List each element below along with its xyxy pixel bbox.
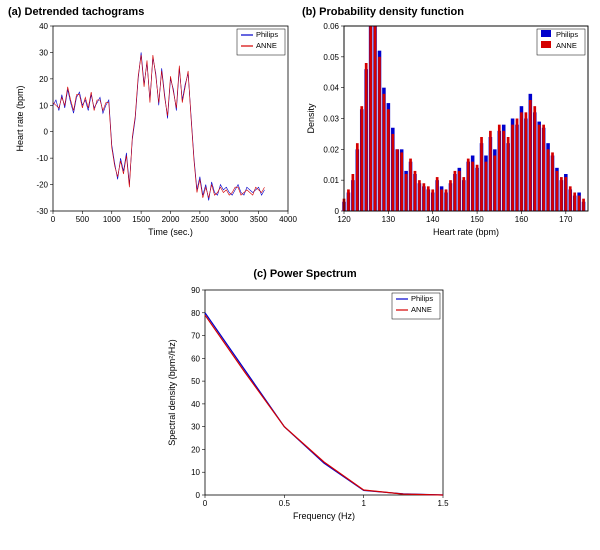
chart-c: 0 0.5 1 1.5 0 10 20 30 40 50 60 70 80 90 Frequency (Hz… (155, 280, 455, 530)
svg-text:3000: 3000 (220, 215, 238, 224)
svg-text:4000: 4000 (279, 215, 297, 224)
svg-text:140: 140 (426, 215, 440, 224)
svg-text:ANNE: ANNE (411, 305, 432, 314)
svg-text:20: 20 (191, 445, 200, 454)
svg-text:0.5: 0.5 (279, 499, 291, 508)
svg-text:160: 160 (515, 215, 529, 224)
svg-text:1: 1 (361, 499, 366, 508)
svg-text:30: 30 (191, 423, 200, 432)
svg-text:2000: 2000 (162, 215, 180, 224)
svg-text:0.02: 0.02 (323, 145, 339, 154)
svg-text:-20: -20 (36, 181, 48, 190)
svg-text:Frequency (Hz): Frequency (Hz) (293, 511, 355, 521)
svg-text:10: 10 (191, 468, 200, 477)
panel-c-title: (c) Power Spectrum (155, 268, 455, 280)
svg-text:Philips: Philips (556, 30, 578, 39)
chart-b: 120 130 140 150 160 170 0 0.01 0.02 0.03 0.04 0.05 0… (302, 18, 596, 243)
svg-text:1500: 1500 (132, 215, 150, 224)
svg-text:0: 0 (51, 215, 56, 224)
svg-text:20: 20 (39, 75, 48, 84)
svg-text:Spectral density (bpm²/Hz): Spectral density (bpm²/Hz) (167, 339, 177, 446)
svg-text:0: 0 (335, 207, 340, 216)
svg-text:3500: 3500 (250, 215, 268, 224)
svg-text:120: 120 (337, 215, 351, 224)
panel-c: (c) Power Spectrum 0 0.5 1 1.5 0 10 20 30 40 50 60… (155, 268, 455, 535)
svg-text:Time (sec.): Time (sec.) (148, 227, 193, 237)
svg-text:Philips: Philips (256, 30, 278, 39)
svg-text:1.5: 1.5 (437, 499, 449, 508)
svg-text:30: 30 (39, 48, 48, 57)
svg-text:40: 40 (191, 400, 200, 409)
svg-text:0.05: 0.05 (323, 53, 339, 62)
svg-text:170: 170 (559, 215, 573, 224)
svg-text:60: 60 (191, 354, 200, 363)
panel-b: (b) Probability density function 1201301… (302, 6, 596, 248)
svg-text:Philips: Philips (411, 294, 433, 303)
svg-text:-30: -30 (36, 207, 48, 216)
svg-text:Density: Density (306, 103, 316, 134)
chart-a: 0 500 1000 1500 2000 2500 3000 3500 4000 -30 -20 -1… (8, 18, 298, 243)
svg-text:ANNE: ANNE (256, 41, 277, 50)
svg-text:500: 500 (76, 215, 90, 224)
svg-text:80: 80 (191, 309, 200, 318)
svg-text:0.06: 0.06 (323, 22, 339, 31)
svg-text:0.01: 0.01 (323, 176, 339, 185)
svg-text:-10: -10 (36, 154, 48, 163)
svg-text:0.04: 0.04 (323, 84, 339, 93)
svg-text:Heart rate (bpm): Heart rate (bpm) (433, 227, 499, 237)
svg-text:90: 90 (191, 286, 200, 295)
svg-text:0.03: 0.03 (323, 115, 339, 124)
svg-text:0: 0 (196, 491, 201, 500)
svg-text:10: 10 (39, 101, 48, 110)
svg-text:ANNE: ANNE (556, 41, 577, 50)
svg-text:1000: 1000 (103, 215, 121, 224)
svg-text:40: 40 (39, 22, 48, 31)
panel-b-title: (b) Probability density function (302, 6, 596, 18)
svg-text:130: 130 (382, 215, 396, 224)
svg-text:Heart rate (bpm): Heart rate (bpm) (15, 85, 25, 151)
panel-a-title: (a) Detrended tachograms (8, 6, 298, 18)
svg-text:0: 0 (203, 499, 208, 508)
svg-text:0: 0 (44, 128, 49, 137)
svg-text:70: 70 (191, 332, 200, 341)
panel-a: (a) Detrended tachograms 050010001500200… (8, 6, 298, 248)
svg-text:2500: 2500 (191, 215, 209, 224)
figure: (a) Detrended tachograms 050010001500200… (0, 0, 600, 550)
svg-text:50: 50 (191, 377, 200, 386)
svg-text:150: 150 (470, 215, 484, 224)
